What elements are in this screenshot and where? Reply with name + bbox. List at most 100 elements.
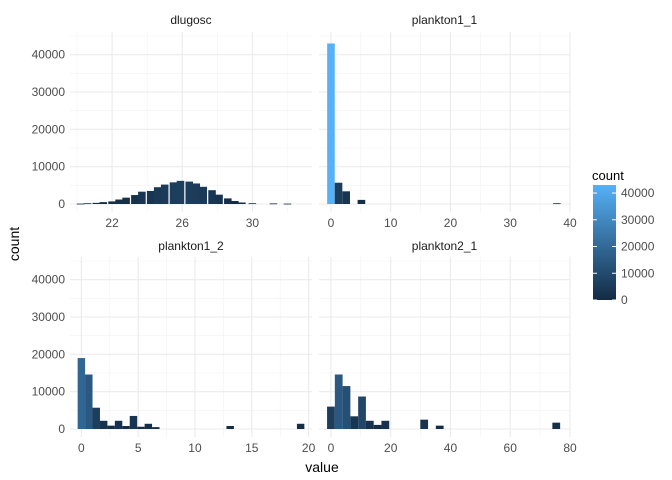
- y-tick-label: 30000: [32, 85, 66, 99]
- histogram-bar: [327, 43, 335, 204]
- histogram-bar: [334, 182, 343, 204]
- x-tick-label: 22: [105, 216, 119, 230]
- histogram-bar: [420, 419, 429, 429]
- histogram-bar: [373, 424, 382, 429]
- histogram-bar: [334, 374, 343, 429]
- x-tick-label: 0: [328, 441, 335, 455]
- facet-title: plankton1_2: [158, 239, 224, 253]
- histogram-bar: [99, 420, 108, 429]
- histogram-bar: [552, 422, 561, 429]
- histogram-bar: [192, 183, 201, 204]
- x-tick-label: 60: [504, 441, 518, 455]
- histogram-bar: [144, 423, 153, 429]
- histogram-bar: [99, 202, 108, 204]
- histogram-bar: [176, 180, 185, 204]
- y-tick-label: 20000: [32, 347, 66, 361]
- x-tick-label: 26: [176, 216, 190, 230]
- histogram-bar: [160, 184, 169, 204]
- facet-plankton1-2: 0 10000 20000 30000 40000 0 5 10 15 20 plankton1_2: [32, 239, 316, 455]
- histogram-bar: [122, 426, 130, 429]
- y-tick-label: 30000: [32, 310, 66, 324]
- x-tick-label: 80: [563, 441, 577, 455]
- color-legend: count 0 10000 20000 30000 40000: [592, 168, 655, 307]
- histogram-bar: [269, 203, 278, 205]
- histogram-bar: [248, 203, 257, 205]
- x-tick-label: 40: [563, 216, 577, 230]
- histogram-bar: [114, 420, 123, 429]
- histogram-bar: [342, 386, 351, 429]
- legend-tick-label: 10000: [621, 266, 655, 280]
- x-tick-label: 20: [302, 441, 316, 455]
- x-tick-label: 30: [246, 216, 260, 230]
- histogram-bar: [169, 182, 178, 204]
- histogram-bar: [224, 198, 232, 204]
- histogram-bar: [296, 423, 305, 429]
- x-tick-label: 20: [444, 216, 458, 230]
- x-tick-label: 15: [245, 441, 259, 455]
- histogram-bar: [92, 202, 101, 204]
- x-tick-label: 20: [384, 441, 398, 455]
- histogram-bar: [553, 203, 561, 205]
- legend-tick-label: 0: [621, 293, 628, 307]
- histogram-bar: [108, 201, 116, 204]
- facet-dlugosc: 0 10000 20000 30000 40000 22 26 30 dlugosc: [32, 13, 312, 230]
- histogram-bar: [83, 203, 92, 205]
- legend-tick-label: 20000: [621, 240, 655, 254]
- legend-colorbar: [593, 185, 616, 300]
- histogram-bar: [185, 181, 194, 204]
- y-tick-label: 10000: [32, 385, 66, 399]
- histogram-bar: [131, 195, 139, 204]
- histogram-bar: [76, 203, 85, 205]
- x-axis-title: value: [305, 459, 339, 475]
- histogram-bar: [146, 190, 155, 204]
- facet-plankton1-1: 0 10 20 30 40 plankton1_1: [319, 13, 577, 230]
- histogram-bar: [226, 426, 234, 429]
- histogram-bar: [238, 202, 246, 204]
- histogram-bar: [327, 406, 335, 429]
- y-tick-label: 40000: [32, 48, 66, 62]
- histogram-bar: [107, 425, 115, 429]
- histogram-bar: [231, 201, 239, 204]
- facet-title: dlugosc: [170, 13, 211, 27]
- x-tick-label: 10: [384, 216, 398, 230]
- histogram-bar: [381, 420, 390, 429]
- histogram-bar: [138, 191, 146, 204]
- facet-title: plankton2_1: [412, 239, 478, 253]
- histogram-bar: [208, 190, 216, 204]
- histogram-bar: [153, 187, 162, 204]
- y-tick-label: 0: [58, 422, 65, 436]
- x-tick-label: 5: [135, 441, 142, 455]
- y-tick-label: 10000: [32, 160, 66, 174]
- y-axis-title: count: [6, 227, 22, 261]
- legend-tick-label: 40000: [621, 186, 655, 200]
- histogram-bar: [115, 199, 123, 204]
- x-tick-label: 0: [78, 441, 85, 455]
- histogram-bar: [342, 191, 350, 204]
- histogram-bar: [85, 374, 93, 429]
- facet-title: plankton1_1: [412, 13, 478, 27]
- histogram-bar: [199, 186, 208, 204]
- histogram-bar: [435, 425, 444, 429]
- legend-tick-label: 30000: [621, 213, 655, 227]
- histogram-bar: [129, 415, 138, 429]
- histogram-bar: [152, 427, 160, 429]
- histogram-bar: [357, 199, 366, 204]
- x-tick-label: 30: [504, 216, 518, 230]
- y-tick-label: 0: [58, 197, 65, 211]
- y-tick-label: 20000: [32, 122, 66, 136]
- x-tick-label: 40: [444, 441, 458, 455]
- facet-plankton2-1: 0 20 40 60 80 plankton2_1: [319, 239, 577, 455]
- x-tick-label: 0: [328, 216, 335, 230]
- x-tick-label: 10: [188, 441, 202, 455]
- histogram-bar: [92, 407, 100, 429]
- histogram-bar: [358, 396, 366, 429]
- histogram-bar: [365, 420, 374, 429]
- histogram-bar: [77, 358, 86, 429]
- histogram-bar: [122, 197, 130, 204]
- legend-title: count: [592, 168, 624, 183]
- y-tick-label: 40000: [32, 273, 66, 287]
- histogram-bar: [350, 416, 359, 429]
- histogram-bar: [137, 426, 145, 429]
